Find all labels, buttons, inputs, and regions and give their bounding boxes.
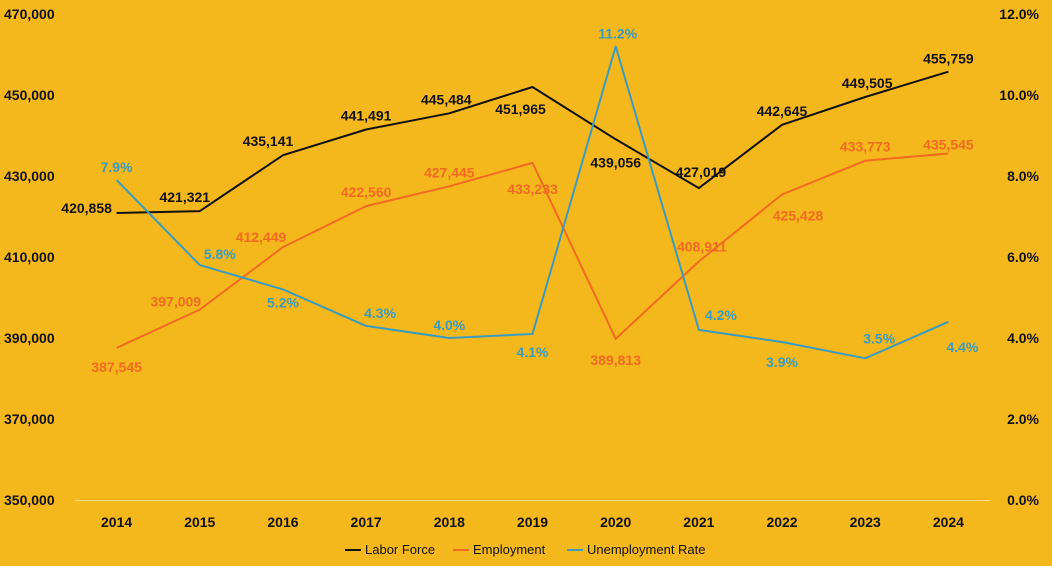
- data-label: 449,505: [842, 75, 893, 91]
- y-left-tick-label: 430,000: [4, 168, 55, 184]
- x-tick-label: 2020: [600, 514, 631, 530]
- y-left-tick-label: 390,000: [4, 330, 55, 346]
- data-label: 420,858: [61, 200, 112, 216]
- series-line-labor-force: [116, 70, 949, 214]
- data-label: 412,449: [236, 229, 287, 245]
- data-label: 11.2%: [598, 25, 637, 41]
- x-tick-label: 2021: [683, 514, 714, 530]
- y-right-tick-label: 0.0%: [1007, 492, 1039, 508]
- y-left-tick-label: 370,000: [4, 411, 55, 427]
- data-label: 433,773: [840, 139, 891, 155]
- x-tick-label: 2014: [101, 514, 132, 530]
- data-label: 3.5%: [863, 330, 895, 346]
- data-label: 421,321: [159, 189, 210, 205]
- data-label: 387,545: [91, 359, 142, 375]
- y-right-tick-label: 12.0%: [999, 6, 1039, 22]
- y-right-tick-label: 2.0%: [1007, 411, 1039, 427]
- data-label: 4.3%: [364, 305, 396, 321]
- data-label: 4.2%: [705, 307, 737, 323]
- data-label: 455,759: [923, 51, 974, 67]
- data-label: 4.4%: [946, 339, 978, 355]
- y-left-tick-label: 470,000: [4, 6, 55, 22]
- data-label: 5.8%: [204, 246, 236, 262]
- y-right-tick-label: 4.0%: [1007, 330, 1039, 346]
- data-label: 397,009: [150, 294, 201, 310]
- data-label: 7.9%: [101, 159, 133, 175]
- y-right-tick-label: 10.0%: [999, 87, 1039, 103]
- data-label: 3.9%: [766, 354, 798, 370]
- x-tick-label: 2016: [267, 514, 298, 530]
- data-label: 433,233: [507, 181, 558, 197]
- data-label: 422,560: [341, 184, 392, 200]
- x-tick-label: 2022: [766, 514, 797, 530]
- x-tick-label: 2023: [850, 514, 881, 530]
- y-left-tick-label: 450,000: [4, 87, 55, 103]
- x-tick-label: 2024: [933, 514, 964, 530]
- data-label: 435,141: [243, 133, 294, 149]
- data-label: 445,484: [421, 91, 472, 107]
- series-line-employment: [116, 152, 949, 349]
- data-label: 427,445: [424, 164, 475, 180]
- legend-item-label: Labor Force: [365, 542, 435, 557]
- y-left-tick-label: 410,000: [4, 249, 55, 265]
- data-label: 435,545: [923, 137, 974, 153]
- y-right-tick-label: 6.0%: [1007, 249, 1039, 265]
- x-tick-label: 2018: [434, 514, 465, 530]
- x-tick-label: 2017: [351, 514, 382, 530]
- x-tick-label: 2019: [517, 514, 548, 530]
- legend-item-label: Employment: [473, 542, 546, 557]
- data-label: 5.2%: [267, 294, 299, 310]
- data-label: 4.0%: [433, 317, 465, 333]
- legend-item-label: Unemployment Rate: [587, 542, 706, 557]
- y-right-tick-label: 8.0%: [1007, 168, 1039, 184]
- data-label: 425,428: [773, 208, 824, 224]
- data-label: 439,056: [590, 154, 641, 170]
- data-label: 427,019: [676, 164, 727, 180]
- data-label: 451,965: [495, 101, 546, 117]
- series-line-unemployment-rate: [115, 45, 949, 360]
- data-label: 4.1%: [517, 344, 549, 360]
- data-label: 389,813: [590, 352, 641, 368]
- y-left-tick-label: 350,000: [4, 492, 55, 508]
- x-tick-label: 2015: [184, 514, 215, 530]
- data-label: 441,491: [341, 108, 392, 124]
- data-label: 408,911: [677, 238, 727, 254]
- data-label: 442,645: [757, 103, 808, 119]
